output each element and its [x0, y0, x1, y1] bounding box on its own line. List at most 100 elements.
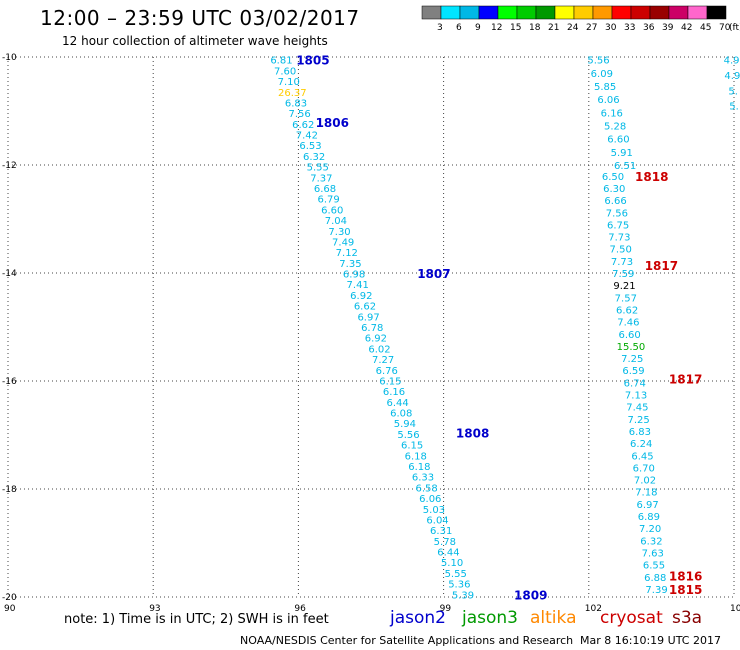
wave-height-point: 6.81	[270, 56, 292, 67]
wave-height-point: 6.74	[624, 378, 646, 389]
wave-height-point: 6.88	[644, 573, 666, 584]
pass-label: 1815	[669, 583, 702, 597]
wave-height-point: 5.39	[452, 590, 474, 601]
colorbar-tick-label: 70	[719, 23, 731, 33]
grid	[7, 56, 735, 598]
wave-height-point: 5.94	[394, 419, 416, 430]
wave-height-point: 5.	[728, 86, 738, 97]
wave-height-point: 7.10	[278, 77, 300, 88]
wave-height-point: 6.15	[379, 376, 401, 387]
legend-cryosat: cryosat	[600, 608, 663, 628]
wave-height-point: 7.39	[645, 585, 667, 596]
wave-height-point: 6.62	[292, 120, 314, 131]
colorbar-tick-label: 15	[510, 23, 521, 33]
wave-height-point: 4.9	[724, 56, 740, 67]
wave-height-point: 6.53	[299, 141, 321, 152]
x-tick-label: 96	[294, 604, 306, 614]
colorbar-swatch	[649, 5, 670, 20]
wave-height-point: 5.55	[445, 569, 467, 580]
wave-height-point: 7.50	[610, 245, 632, 256]
colorbar-swatch	[592, 5, 613, 20]
wave-height-point: 6.16	[601, 108, 623, 119]
wave-height-point: 7.25	[621, 354, 643, 365]
wave-height-point: 7.56	[288, 109, 310, 120]
y-tick-label: -12	[2, 161, 17, 171]
note: note: 1) Time is in UTC; 2) SWH is in fe…	[64, 612, 329, 627]
colorbar-swatch	[630, 5, 651, 20]
wave-height-point: 7.73	[611, 257, 633, 268]
colorbar-swatch	[668, 5, 689, 20]
wave-height-point: 7.25	[627, 415, 649, 426]
wave-height-point: 5.56	[587, 56, 609, 67]
wave-height-point: 6.15	[401, 441, 423, 452]
wave-height-point: 7.12	[336, 248, 358, 259]
colorbar-tick-label: 21	[548, 23, 559, 33]
wave-height-point: 6.44	[437, 548, 459, 559]
wave-height-point: 6.04	[426, 515, 448, 526]
y-tick-label: -14	[2, 269, 17, 279]
colorbar-tick-label: 45	[700, 23, 711, 33]
wave-height-point: 6.31	[430, 526, 452, 537]
x-tick-label: 90	[4, 604, 16, 614]
colorbar-swatch	[554, 5, 575, 20]
chart-subtitle: 12 hour collection of altimeter wave hei…	[62, 34, 328, 48]
wave-height-point: 7.41	[347, 280, 369, 291]
colorbar-swatch	[611, 5, 632, 20]
colorbar-tick-label: 18	[529, 23, 541, 33]
wave-height-point: 6.09	[591, 69, 613, 80]
colorbar-swatch	[421, 5, 442, 20]
wave-height-point: 7.63	[642, 548, 664, 559]
wave-height-point: 4.9	[724, 71, 740, 82]
wave-height-point: 7.59	[612, 269, 634, 280]
wave-height-point: 5.56	[397, 430, 419, 441]
wave-height-point: 6.76	[376, 366, 398, 377]
wave-height-point: 6.60	[619, 330, 641, 341]
wave-height-point: 6.18	[408, 462, 430, 473]
wave-height-point: 6.62	[354, 302, 376, 313]
pass-label: 1805	[296, 54, 329, 68]
wave-height-point: 6.75	[607, 220, 629, 231]
wave-height-point: 6.18	[405, 451, 427, 462]
wave-height-point: 6.60	[607, 135, 629, 146]
colorbar-tick-label: 24	[567, 23, 579, 33]
wave-height-point: 7.02	[634, 476, 656, 487]
wave-height-point: 7.57	[615, 293, 637, 304]
colorbar-swatch	[459, 5, 480, 20]
wave-height-point: 15.50	[617, 342, 646, 353]
wave-height-point: 6.58	[416, 483, 438, 494]
legend-jason2: jason2	[390, 608, 446, 628]
colorbar-tick-label: 9	[475, 23, 481, 33]
colorbar-tick-label: 39	[662, 23, 674, 33]
colorbar-swatch	[706, 5, 727, 20]
x-tick-label: 93	[149, 604, 160, 614]
wave-height-point: 6.78	[361, 323, 383, 334]
wave-height-point: 7.18	[635, 488, 657, 499]
colorbar-swatch	[535, 5, 556, 20]
x-tick-label: 99	[440, 604, 452, 614]
wave-height-point: 6.32	[640, 536, 662, 547]
axis-labels: 90 93 96 99 102 105 -10 -12 -14 -16 -18 -20	[2, 53, 740, 614]
wave-height-point: 7.37	[310, 173, 332, 184]
wave-height-point: 5.55	[307, 163, 329, 174]
wave-height-point: 7.73	[608, 233, 630, 244]
pass-label: 1816	[669, 569, 702, 583]
wave-height-point: 6.06	[419, 494, 441, 505]
wave-height-point: 7.04	[325, 216, 347, 227]
wave-height-point: 7.30	[328, 227, 350, 238]
wave-height-point: 6.66	[604, 196, 626, 207]
wave-height-point: 5.91	[611, 148, 633, 159]
colorbar-tick-label: 36	[643, 23, 655, 33]
wave-height-point: 6.44	[386, 398, 408, 409]
credit-date: Mar 8 16:10:19 UTC 2017	[580, 634, 721, 647]
pass-label: 1818	[635, 170, 668, 184]
wave-height-point: 6.79	[318, 195, 340, 206]
wave-height-point: 6.51	[614, 161, 636, 172]
wave-height-point: 6.59	[622, 366, 644, 377]
y-tick-label: -18	[2, 485, 17, 495]
wave-height-point: 5.85	[594, 82, 616, 93]
pass-label: 1817	[669, 372, 702, 386]
colorbar-tick-label: 33	[624, 23, 635, 33]
wave-height-point: 7.13	[625, 391, 647, 402]
colorbar-tick-label: 3	[437, 23, 443, 33]
